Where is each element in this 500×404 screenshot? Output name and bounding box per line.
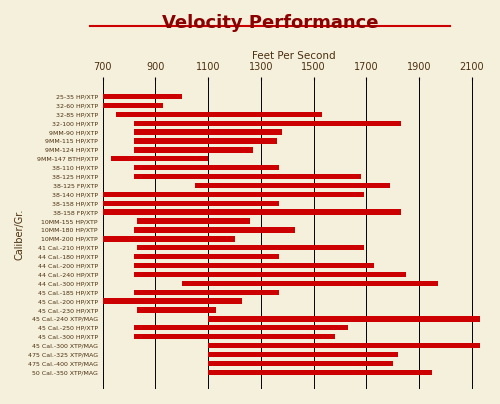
Bar xyxy=(134,120,400,126)
Bar xyxy=(134,290,280,295)
Text: Velocity Performance: Velocity Performance xyxy=(162,14,378,32)
Bar xyxy=(103,94,182,99)
Bar xyxy=(103,236,234,242)
Bar xyxy=(208,352,398,357)
Bar xyxy=(103,210,401,215)
Bar xyxy=(134,263,374,268)
Bar xyxy=(110,156,208,162)
Bar xyxy=(103,200,280,206)
Bar xyxy=(208,370,432,375)
Bar xyxy=(134,254,280,259)
Bar xyxy=(103,191,364,197)
Bar xyxy=(208,361,392,366)
Bar xyxy=(137,245,364,250)
Y-axis label: Caliber/Gr.: Caliber/Gr. xyxy=(15,209,25,260)
Bar xyxy=(103,103,164,108)
X-axis label: Feet Per Second: Feet Per Second xyxy=(252,51,336,61)
Bar xyxy=(134,138,276,144)
Bar xyxy=(182,281,438,286)
Bar xyxy=(134,147,253,153)
Bar xyxy=(137,219,250,224)
Bar xyxy=(134,227,295,233)
Bar xyxy=(134,174,361,179)
Bar xyxy=(134,272,406,277)
Bar xyxy=(103,299,242,304)
Bar xyxy=(195,183,390,188)
Bar xyxy=(134,325,348,330)
Bar xyxy=(134,334,334,339)
Bar xyxy=(137,307,216,313)
Bar xyxy=(116,112,322,117)
Bar xyxy=(134,165,280,170)
Bar xyxy=(208,316,479,322)
Bar xyxy=(134,129,282,135)
Bar xyxy=(208,343,479,348)
